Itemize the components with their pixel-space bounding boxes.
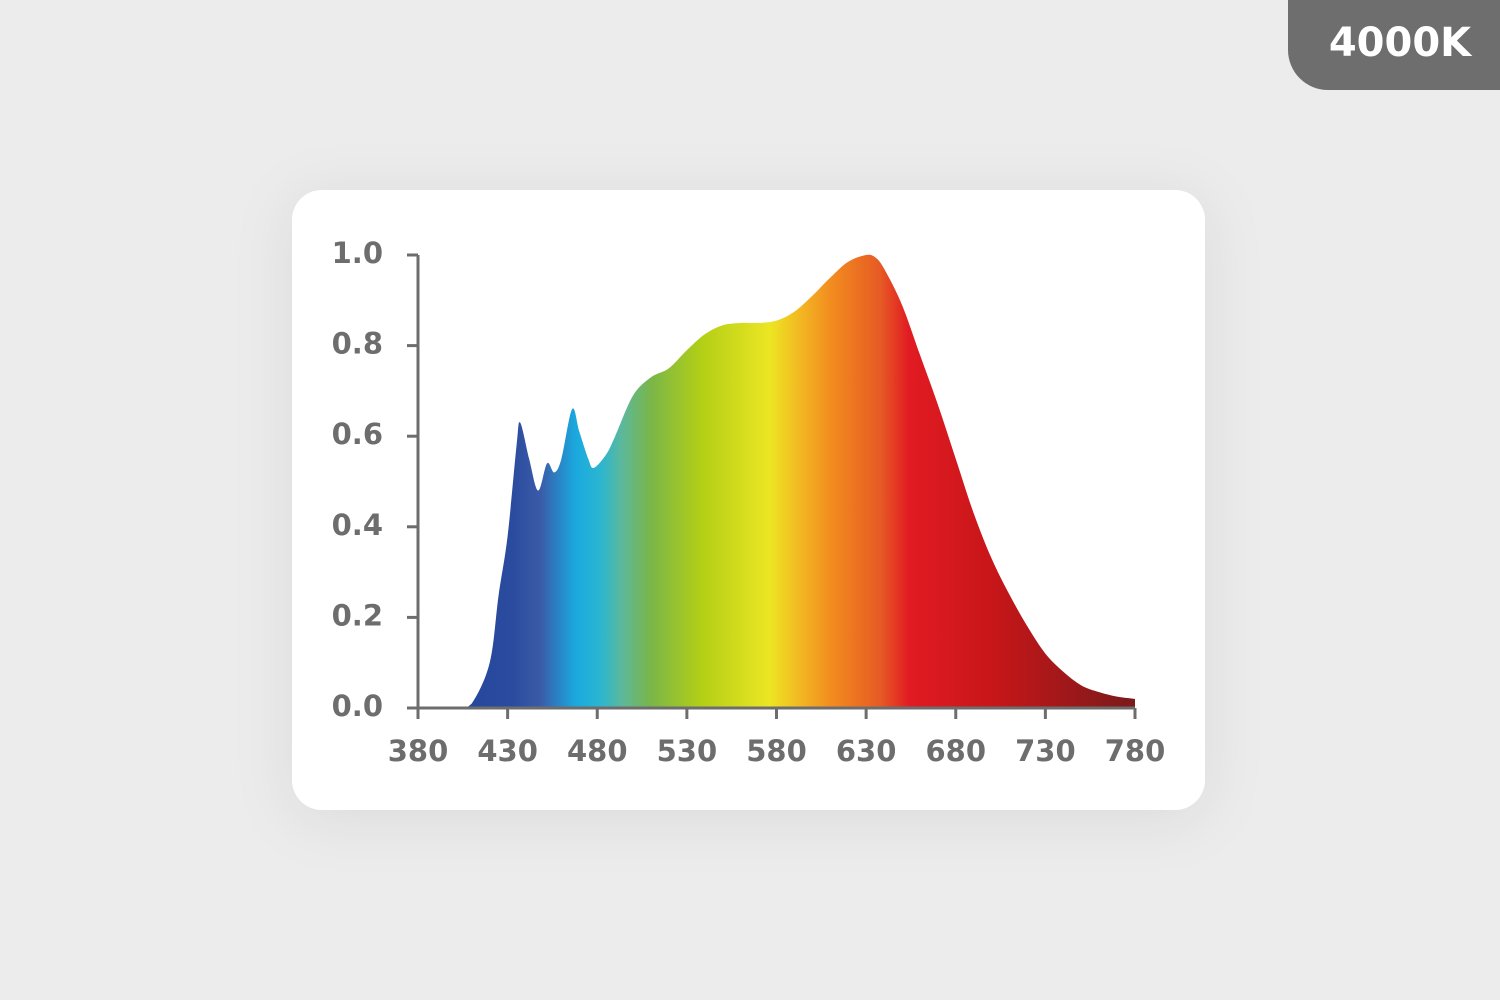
y-tick-label: 0.0 (332, 689, 383, 723)
y-tick-label: 1.0 (332, 236, 383, 270)
x-tick-label: 780 (1105, 734, 1166, 768)
y-tick-label: 0.2 (332, 598, 383, 632)
x-tick-label: 380 (388, 734, 449, 768)
x-tick-label: 430 (477, 734, 538, 768)
y-tick-label: 0.6 (332, 417, 383, 451)
x-tick-label: 580 (746, 734, 807, 768)
x-tick-label: 480 (567, 734, 628, 768)
y-tick-label: 0.8 (332, 327, 383, 361)
x-tick-label: 530 (657, 734, 718, 768)
plot: 0.0 0.2 0.4 0.6 0.8 1.0 380 430 480 530 580 630 680 7… (332, 236, 1166, 768)
x-tick-label: 730 (1015, 734, 1076, 768)
badge (1288, 0, 1500, 90)
x-tick-label: 630 (836, 734, 897, 768)
badge-text: 4000K (1329, 20, 1473, 66)
y-tick-label: 0.4 (332, 508, 383, 542)
x-tick-label: 680 (925, 734, 986, 768)
spectrum-area (418, 254, 1135, 709)
